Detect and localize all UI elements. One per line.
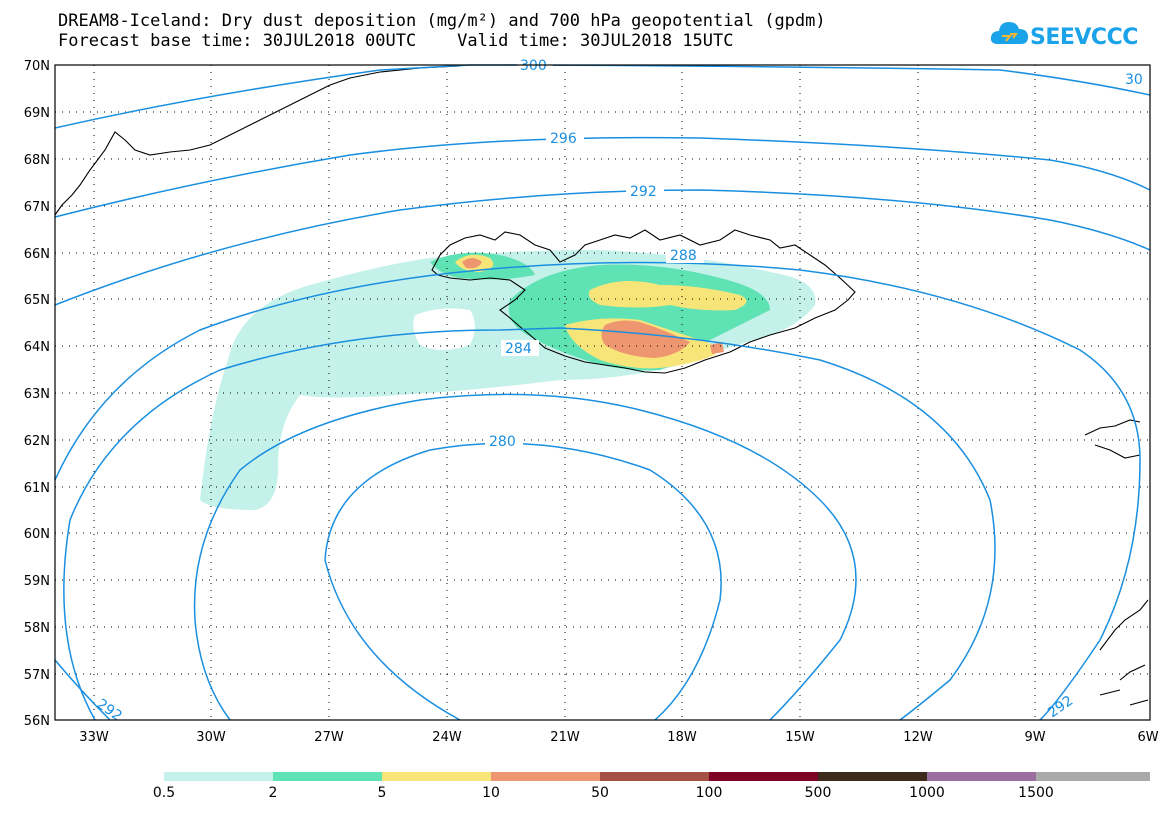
lat-label: 66N — [24, 247, 50, 262]
lon-label: 24W — [432, 730, 462, 745]
contour-inner — [324, 442, 722, 721]
longitude-axis: 33W 30W 27W 24W 21W 18W 15W 12W 9W 6W — [79, 730, 1158, 745]
logo-text: SEEVCCC — [1030, 25, 1138, 50]
contour-284 — [63, 327, 996, 721]
seevccc-logo: SEEVCCC — [990, 18, 1140, 58]
lat-label: 68N — [24, 153, 50, 168]
legend-label: 5 — [377, 785, 387, 801]
latitude-axis: 70N 69N 68N 67N 66N 65N 64N 63N 62N 61N … — [24, 59, 50, 729]
contour-label: 280 — [489, 434, 516, 450]
lat-label: 67N — [24, 200, 50, 215]
greenland-coast — [54, 65, 461, 216]
contour-296 — [54, 136, 1151, 218]
legend-swatch — [491, 772, 601, 781]
contour-label: 300 — [520, 58, 547, 74]
lat-label: 63N — [24, 387, 50, 402]
lon-label: 27W — [314, 730, 344, 745]
lon-label: 15W — [785, 730, 815, 745]
contour-label: 292 — [630, 184, 657, 200]
contour-292-southwest — [54, 659, 111, 721]
lon-label: 33W — [79, 730, 109, 745]
legend-swatch — [818, 772, 928, 781]
contour-280 — [193, 393, 857, 721]
lon-label: 9W — [1024, 730, 1045, 745]
legend-swatch — [1036, 772, 1150, 781]
legend-swatch — [709, 772, 819, 781]
legend-swatch — [273, 772, 383, 781]
lat-label: 69N — [24, 106, 50, 121]
contour-label: 296 — [550, 131, 577, 147]
lat-label: 57N — [24, 668, 50, 683]
contour-label: 288 — [670, 248, 697, 264]
contour-300 — [54, 64, 1151, 129]
legend-label: 2 — [268, 785, 278, 801]
legend-label: 500 — [804, 785, 832, 801]
legend-label: 100 — [695, 785, 723, 801]
contour-288 — [54, 261, 1141, 721]
grid-lines — [55, 65, 1150, 720]
lat-label: 64N — [24, 340, 50, 355]
lat-label: 65N — [24, 293, 50, 308]
legend-swatch — [164, 772, 274, 781]
lon-label: 12W — [903, 730, 933, 745]
legend-label: 1000 — [909, 785, 945, 801]
lat-label: 70N — [24, 59, 50, 74]
lat-label: 56N — [24, 714, 50, 729]
lon-label: 30W — [196, 730, 226, 745]
legend-colorbar — [164, 772, 1150, 781]
dust-shading — [200, 250, 816, 510]
lon-label: 21W — [550, 730, 580, 745]
lon-label: 18W — [667, 730, 697, 745]
lat-label: 62N — [24, 434, 50, 449]
lat-label: 58N — [24, 621, 50, 636]
lat-label: 61N — [24, 481, 50, 496]
lat-label: 59N — [24, 574, 50, 589]
legend-label: 0.5 — [152, 785, 176, 801]
contour-label: 30 — [1125, 72, 1143, 88]
contour-label: 292 — [1045, 693, 1076, 721]
lat-label: 60N — [24, 527, 50, 542]
coastlines — [54, 65, 1149, 706]
cloud-icon — [990, 22, 1028, 44]
map-title-line2: Forecast base time: 30JUL2018 00UTC Vali… — [58, 31, 734, 51]
lon-label: 6W — [1137, 730, 1158, 745]
dust-blank-hole — [413, 308, 475, 350]
legend-swatch — [927, 772, 1037, 781]
iceland-coast — [431, 229, 856, 374]
map-title-line1: DREAM8-Iceland: Dry dust deposition (mg/… — [58, 11, 826, 31]
faroe-shetland-coast — [1084, 419, 1149, 706]
dust-level-10 — [462, 258, 724, 358]
contour-label: 284 — [505, 341, 532, 357]
legend-swatch — [382, 772, 492, 781]
legend-label: 10 — [482, 785, 500, 801]
legend-label: 50 — [591, 785, 609, 801]
legend-swatch — [600, 772, 710, 781]
map-frame — [54, 64, 1151, 721]
legend-label: 1500 — [1018, 785, 1054, 801]
